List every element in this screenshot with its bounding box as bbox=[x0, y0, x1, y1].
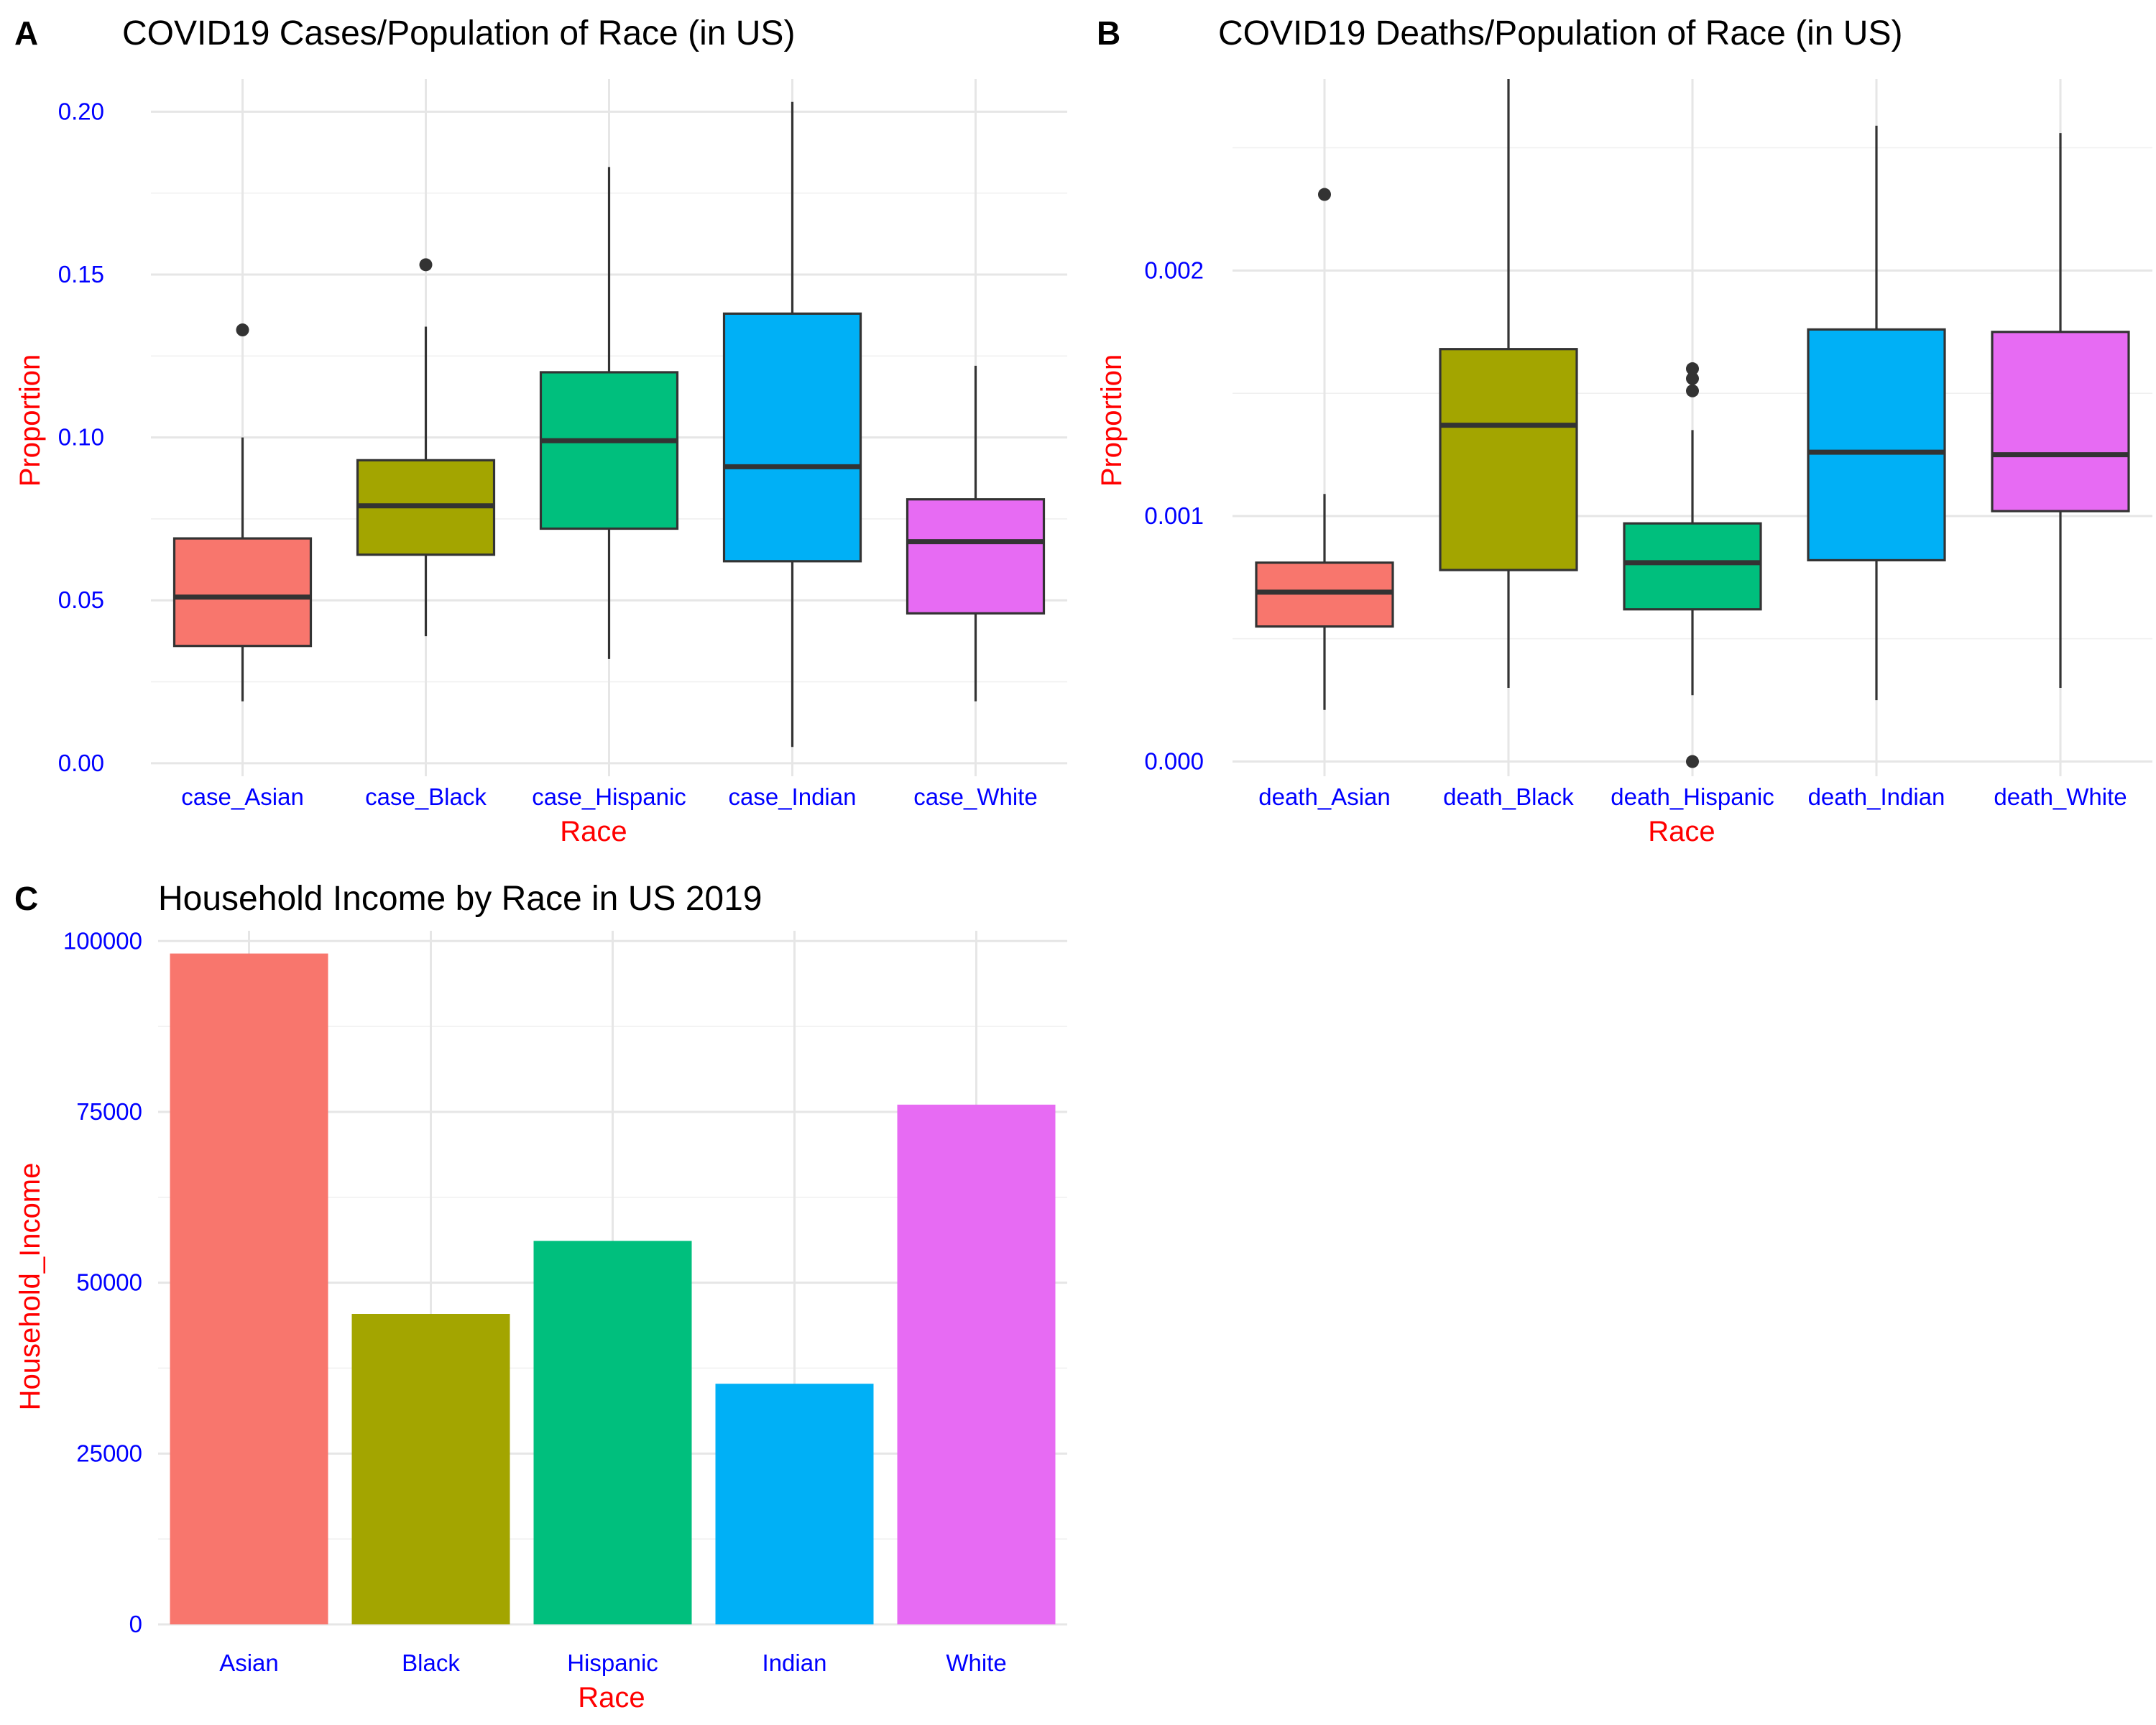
panel-a: A COVID19 Cases/Population of Race (in U… bbox=[14, 14, 1067, 847]
panel-c-y-axis-title: Household_Income bbox=[14, 1163, 46, 1411]
box-death_White bbox=[1991, 331, 2130, 512]
outlier-point bbox=[1686, 372, 1699, 385]
outlier-point bbox=[1686, 362, 1699, 376]
y-tick-label: 75000 bbox=[76, 1098, 142, 1125]
y-tick-label: 0.002 bbox=[1144, 257, 1204, 283]
y-tick-label: 0.001 bbox=[1144, 502, 1204, 529]
bar-Hispanic bbox=[533, 1241, 692, 1624]
panel-c-x-axis-title: Race bbox=[578, 1682, 645, 1714]
panel-c-letter: C bbox=[14, 880, 38, 917]
x-tick-label: case_Asian bbox=[181, 783, 304, 810]
panel-a-letter: A bbox=[14, 14, 38, 52]
y-tick-label: 0 bbox=[129, 1611, 142, 1637]
y-tick-label: 100000 bbox=[63, 927, 142, 954]
box-death_Black bbox=[1439, 348, 1578, 571]
panel-b: B COVID19 Deaths/Population of Race (in … bbox=[1096, 14, 2152, 847]
panel-a-y-axis-title: Proportion bbox=[14, 354, 46, 487]
y-tick-label: 0.15 bbox=[58, 261, 104, 288]
panel-c-plot: 0 25000 50000 75000 100000 Asian Black Hispanic… bbox=[63, 927, 1067, 1676]
x-tick-label: Indian bbox=[763, 1650, 827, 1676]
outlier-point bbox=[1686, 755, 1699, 768]
panel-b-y-axis-title: Proportion bbox=[1096, 354, 1128, 487]
y-tick-label: 0.05 bbox=[58, 586, 104, 613]
x-tick-label: death_Black bbox=[1443, 783, 1574, 810]
box-death_Hispanic bbox=[1623, 522, 1762, 611]
x-tick-label: Hispanic bbox=[567, 1650, 658, 1676]
panel-b-title: COVID19 Deaths/Population of Race (in US… bbox=[1218, 14, 1902, 52]
x-tick-label: Asian bbox=[219, 1650, 279, 1676]
box-case_Hispanic bbox=[539, 371, 679, 530]
panel-a-plot: 0.00 0.05 0.10 0.15 0.20 case_Asian case_Black… bbox=[58, 79, 1067, 810]
panel-a-title: COVID19 Cases/Population of Race (in US) bbox=[122, 14, 795, 52]
x-tick-label: Black bbox=[402, 1650, 460, 1676]
y-tick-label: 50000 bbox=[76, 1269, 142, 1296]
bar-Black bbox=[351, 1314, 510, 1624]
box-case_Indian bbox=[722, 312, 862, 563]
box-case_Asian bbox=[172, 537, 313, 648]
outlier-point bbox=[419, 258, 433, 272]
panel-c: C Household Income by Race in US 2019 0 2… bbox=[14, 880, 1067, 1714]
x-tick-label: White bbox=[946, 1650, 1006, 1676]
outlier-point bbox=[1686, 384, 1699, 397]
x-tick-label: death_Indian bbox=[1808, 783, 1945, 810]
outlier-point bbox=[1318, 188, 1331, 201]
x-tick-label: case_White bbox=[913, 783, 1037, 810]
y-tick-label: 0.10 bbox=[58, 424, 104, 451]
panel-b-x-axis-title: Race bbox=[1648, 816, 1715, 847]
x-tick-label: death_Asian bbox=[1258, 783, 1390, 810]
x-tick-label: case_Hispanic bbox=[532, 783, 686, 810]
y-tick-label: 0.20 bbox=[58, 98, 104, 124]
y-tick-label: 0.000 bbox=[1144, 748, 1204, 775]
x-tick-label: death_White bbox=[1994, 783, 2127, 810]
x-tick-label: case_Black bbox=[365, 783, 487, 810]
panel-b-plot: 0.000 0.001 0.002 death_Asian death_Black dea… bbox=[1144, 79, 2152, 810]
bar-Indian bbox=[715, 1384, 874, 1624]
box-case_White bbox=[906, 498, 1046, 615]
panel-a-x-axis-title: Race bbox=[560, 816, 627, 847]
outlier-point bbox=[236, 323, 249, 337]
y-tick-label: 0.00 bbox=[58, 750, 104, 776]
panel-b-letter: B bbox=[1097, 14, 1120, 52]
bar-White bbox=[897, 1104, 1056, 1624]
y-tick-label: 25000 bbox=[76, 1440, 142, 1466]
x-tick-label: case_Indian bbox=[729, 783, 857, 810]
bar-Asian bbox=[170, 953, 328, 1624]
x-tick-label: death_Hispanic bbox=[1611, 783, 1774, 810]
panel-c-title: Household Income by Race in US 2019 bbox=[158, 880, 763, 918]
box-death_Indian bbox=[1807, 328, 1946, 562]
